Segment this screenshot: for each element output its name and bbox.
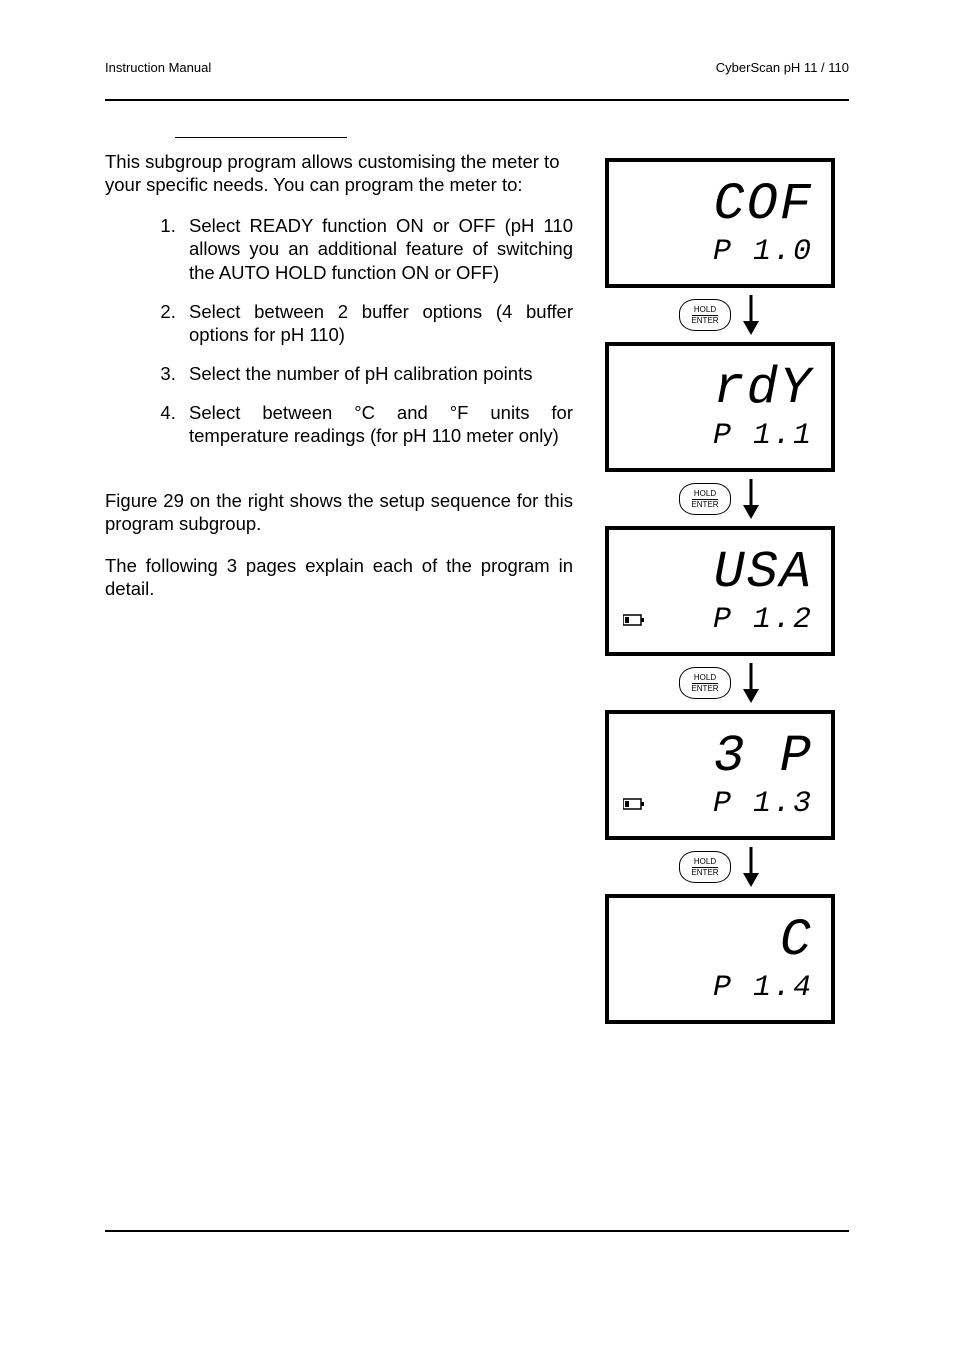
list-item: Select READY function ON or OFF (pH 110 …: [181, 214, 573, 283]
intro-paragraph: This subgroup program allows customising…: [105, 150, 573, 196]
down-arrow-icon: [741, 295, 761, 335]
low-battery-icon: [623, 797, 645, 816]
lcd-screen: COF P 1.0: [605, 158, 835, 288]
hold-enter-button[interactable]: HOLD ENTER: [679, 299, 731, 331]
down-arrow-icon: [741, 479, 761, 519]
lcd-screen: rdY P 1.1: [605, 342, 835, 472]
text-column: This subgroup program allows customising…: [105, 150, 573, 600]
lcd-secondary-display: P 1.0: [713, 237, 813, 267]
header-right: CyberScan pH 11 / 110: [716, 60, 849, 75]
lcd-primary-display: 3 P: [713, 731, 813, 783]
step-connector: HOLD ENTER: [679, 294, 761, 336]
footer-rule: [105, 1230, 849, 1232]
page: Instruction Manual CyberScan pH 11 / 110…: [0, 0, 954, 1350]
list-item: Select the number of pH calibration poin…: [181, 362, 573, 385]
down-arrow-icon: [741, 663, 761, 703]
list-item: Select between °C and °F units for tempe…: [181, 401, 573, 447]
content-row: This subgroup program allows customising…: [105, 150, 849, 1024]
lcd-screen: 3 P P 1.3: [605, 710, 835, 840]
button-label-top: HOLD: [692, 674, 718, 684]
lcd-secondary-display: P 1.2: [713, 605, 813, 635]
button-label-bottom: ENTER: [691, 501, 718, 509]
page-header: Instruction Manual CyberScan pH 11 / 110: [105, 60, 849, 75]
lcd-primary-display: rdY: [713, 363, 813, 415]
numbered-list: Select READY function ON or OFF (pH 110 …: [105, 214, 573, 447]
section-underline: [175, 137, 347, 138]
list-item: Select between 2 buffer options (4 buffe…: [181, 300, 573, 346]
down-arrow-icon: [741, 847, 761, 887]
hold-enter-button[interactable]: HOLD ENTER: [679, 667, 731, 699]
header-left: Instruction Manual: [105, 60, 211, 75]
step-connector: HOLD ENTER: [679, 846, 761, 888]
button-label-top: HOLD: [692, 858, 718, 868]
lcd-secondary-display: P 1.4: [713, 973, 813, 1003]
step-connector: HOLD ENTER: [679, 478, 761, 520]
lcd-screen: C P 1.4: [605, 894, 835, 1024]
lcd-primary-display: USA: [713, 547, 813, 599]
lcd-secondary-display: P 1.3: [713, 789, 813, 819]
header-rule: [105, 99, 849, 101]
button-label-top: HOLD: [692, 490, 718, 500]
hold-enter-button[interactable]: HOLD ENTER: [679, 483, 731, 515]
button-label-bottom: ENTER: [691, 869, 718, 877]
followup-paragraph: The following 3 pages explain each of th…: [105, 554, 573, 600]
button-label-top: HOLD: [692, 306, 718, 316]
low-battery-icon: [623, 613, 645, 632]
button-label-bottom: ENTER: [691, 317, 718, 325]
hold-enter-button[interactable]: HOLD ENTER: [679, 851, 731, 883]
step-connector: HOLD ENTER: [679, 662, 761, 704]
lcd-primary-display: C: [780, 915, 813, 967]
lcd-screen: USA P 1.2: [605, 526, 835, 656]
diagram-column: COF P 1.0 HOLD ENTER rdY P 1.1 HOLD: [591, 150, 849, 1024]
figure-ref-paragraph: Figure 29 on the right shows the setup s…: [105, 489, 573, 535]
lcd-secondary-display: P 1.1: [713, 421, 813, 451]
lcd-primary-display: COF: [713, 179, 813, 231]
button-label-bottom: ENTER: [691, 685, 718, 693]
